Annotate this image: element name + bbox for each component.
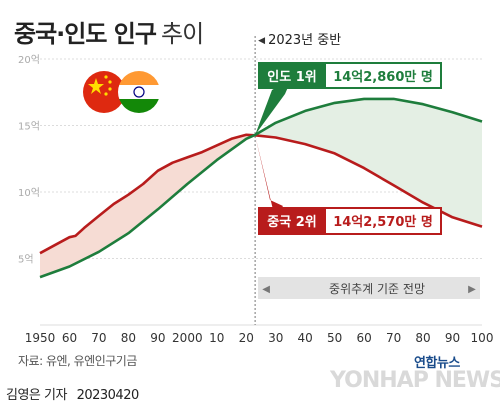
india-callout-label: 인도 1위: [267, 69, 316, 85]
china-flag-small-star: [104, 92, 108, 96]
title-sub: 추이: [161, 20, 204, 48]
chart-title: 중국·인도 인구 추이: [14, 14, 204, 49]
china-flag-icon: [83, 71, 125, 113]
x-tick-label: 90: [445, 331, 460, 345]
x-tick-label: 70: [386, 331, 401, 345]
x-tick-label: 40: [298, 331, 313, 345]
projection-label: 중위추계 기준 전망: [329, 282, 425, 296]
series-lines: [39, 97, 483, 279]
y-tick-label: 15억: [18, 121, 40, 133]
y-tick-label: 10억: [18, 187, 40, 199]
vline-arrow-icon: ◀: [258, 36, 265, 46]
china-flag-bg: [83, 71, 125, 113]
callouts: 인도 1위 14억2,860만 명중국 2위 14억2,570만 명: [255, 62, 442, 235]
x-tick-label: 2000: [172, 331, 203, 345]
x-axis-ticks: 1950 60 70 80 90 2000 10 20 30 40 50 60 70 80 90 100: [25, 331, 494, 345]
x-tick-label: 60: [62, 331, 77, 345]
projection-arrow-left-icon: ◀: [262, 284, 270, 295]
x-tick-label: 30: [268, 331, 283, 345]
x-tick-label: 1950: [25, 331, 56, 345]
india-flag-white: [118, 85, 160, 99]
y-axis-ticks: 20억 15억 10억 5억: [18, 54, 40, 266]
x-tick-label: 100: [471, 331, 494, 345]
credit-date: 20230420: [76, 388, 140, 403]
credit: 김영은 기자 20230420: [6, 384, 139, 403]
x-tick-label: 80: [415, 331, 430, 345]
x-tick-label: 60: [356, 331, 371, 345]
china-callout-label-bg: [259, 208, 326, 234]
x-tick-label: 90: [150, 331, 165, 345]
projection-band-bg: [258, 277, 480, 299]
x-tick-label: 80: [121, 331, 136, 345]
vline-2023: ◀ 2023년 중반: [254, 33, 341, 325]
logo-korean: 연합뉴스: [414, 356, 460, 371]
china-flag-small-star: [104, 75, 108, 79]
india-flag-stripes: [118, 71, 160, 113]
vline-2023-label: 2023년 중반: [268, 33, 341, 48]
flags: [83, 71, 160, 113]
title-main: 중국·인도 인구: [14, 20, 157, 48]
x-tick-label: 70: [91, 331, 106, 345]
china-flag-small-star: [108, 87, 112, 91]
india-flag-chakra: [133, 86, 145, 98]
india-callout-value: 14억2,860만 명: [333, 69, 433, 85]
india-lead-area: [255, 98, 482, 227]
china-callout-pointer: [255, 135, 283, 218]
india-line: [39, 97, 483, 279]
india-flag-icon: [118, 71, 160, 113]
projection-band: ◀ ▶ 중위추계 기준 전망: [258, 277, 480, 299]
india-flag-saffron: [118, 71, 160, 85]
x-tick-label: 50: [327, 331, 342, 345]
india-callout-pointer: [255, 78, 292, 135]
y-tick-label: 5억: [18, 254, 34, 266]
china-callout-value: 14억2,570만 명: [333, 214, 433, 230]
difference-fills: [40, 98, 482, 278]
projection-arrow-right-icon: ▶: [468, 284, 476, 295]
source-note: 자료: 유엔, 유엔인구기금: [18, 354, 137, 368]
china-flag-big-star: [88, 78, 104, 94]
x-tick-label: 20: [239, 331, 254, 345]
credit-author: 김영은 기자: [6, 388, 67, 403]
china-line: [39, 133, 483, 255]
china-lead-area: [40, 134, 256, 278]
china-flag-small-star: [108, 80, 112, 84]
logo-english: YONHAP NEWS: [330, 368, 500, 393]
y-tick-label: 20억: [18, 54, 40, 66]
india-callout-label-bg: [259, 63, 326, 88]
india-flag-green: [118, 99, 160, 113]
china-callout-label: 중국 2위: [267, 215, 316, 230]
x-tick-label: 10: [209, 331, 224, 345]
